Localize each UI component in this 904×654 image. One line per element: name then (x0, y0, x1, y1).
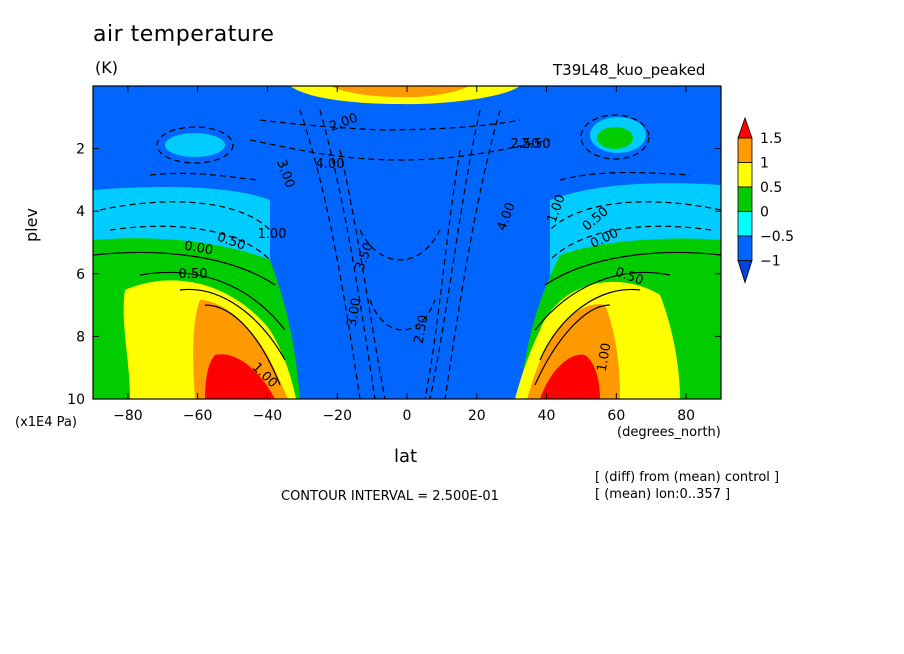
contour-interval-text: CONTOUR INTERVAL = 2.500E-01 (281, 489, 499, 504)
x-tick-label: −20 (322, 408, 352, 424)
x-ticks: −80 −60 −40 −20 0 20 40 60 80 (113, 86, 695, 424)
x-tick-label: 20 (468, 408, 486, 424)
colorbar-swatch (737, 235, 753, 261)
colorbar-label: 1 (760, 156, 769, 172)
x-axis-label: lat (394, 446, 418, 467)
colorbar-swatch (737, 162, 753, 188)
filled-contours (93, 86, 721, 399)
y-tick-label: 8 (76, 329, 85, 345)
chart-units: (K) (95, 58, 118, 77)
colorbar-label: −0.5 (760, 229, 794, 245)
contour-label: 2.50 (511, 137, 540, 152)
y-tick-label: 4 (76, 204, 85, 220)
x-tick-label: 40 (538, 408, 556, 424)
x-tick-label: 60 (607, 408, 625, 424)
field-top-orange (330, 86, 470, 98)
colorbar-label: 0 (760, 205, 769, 221)
field-upper-blob-right-inner (597, 127, 633, 149)
colorbar-swatch (737, 186, 753, 212)
colorbar-label: 1.5 (760, 131, 782, 147)
contour-label: 1.00 (258, 227, 287, 242)
y-axis-units: (x1E4 Pa) (15, 415, 77, 430)
contour-label: 2.50 (522, 137, 551, 152)
mean-note: [ (mean) lon:0..357 ] (595, 487, 731, 502)
colorbar-swatch-top (737, 116, 753, 139)
x-axis-units: (degrees_north) (617, 425, 721, 440)
contour-label: 4.00 (316, 157, 345, 172)
y-tick-label: 2 (76, 142, 85, 158)
chart-title: air temperature (93, 22, 275, 47)
contour-label: 0.50 (179, 267, 208, 282)
contour-label: 3.00 (345, 297, 365, 328)
colorbar-swatch-bottom (737, 260, 753, 284)
colorbar-swatch (737, 137, 753, 163)
field-red-left (205, 354, 275, 399)
x-tick-label: 80 (677, 408, 695, 424)
x-tick-label: 0 (403, 408, 412, 424)
diff-note: [ (diff) from (mean) control ] (595, 470, 780, 485)
contour-label: 2.50 (412, 314, 432, 345)
x-tick-label: −60 (183, 408, 213, 424)
colorbar-label: 0.5 (760, 180, 782, 196)
x-tick-label: −80 (113, 408, 143, 424)
colorbar: 1.5 1 0.5 0 −0.5 −1 (737, 116, 794, 284)
y-tick-label: 10 (67, 392, 85, 408)
colorbar-label: −1 (760, 254, 781, 270)
field-red-right (540, 354, 600, 399)
contour-label: 1.00 (595, 342, 615, 373)
y-ticks: 2 4 6 8 10 (67, 142, 721, 408)
y-tick-label: 6 (76, 267, 85, 283)
x-tick-label: −40 (253, 408, 283, 424)
field-upper-blob-left (165, 133, 225, 157)
contour-label: 0.00 (183, 239, 214, 259)
run-name: T39L48_kuo_peaked (553, 61, 706, 79)
colorbar-swatch (737, 211, 753, 237)
contour-lines (93, 109, 721, 399)
